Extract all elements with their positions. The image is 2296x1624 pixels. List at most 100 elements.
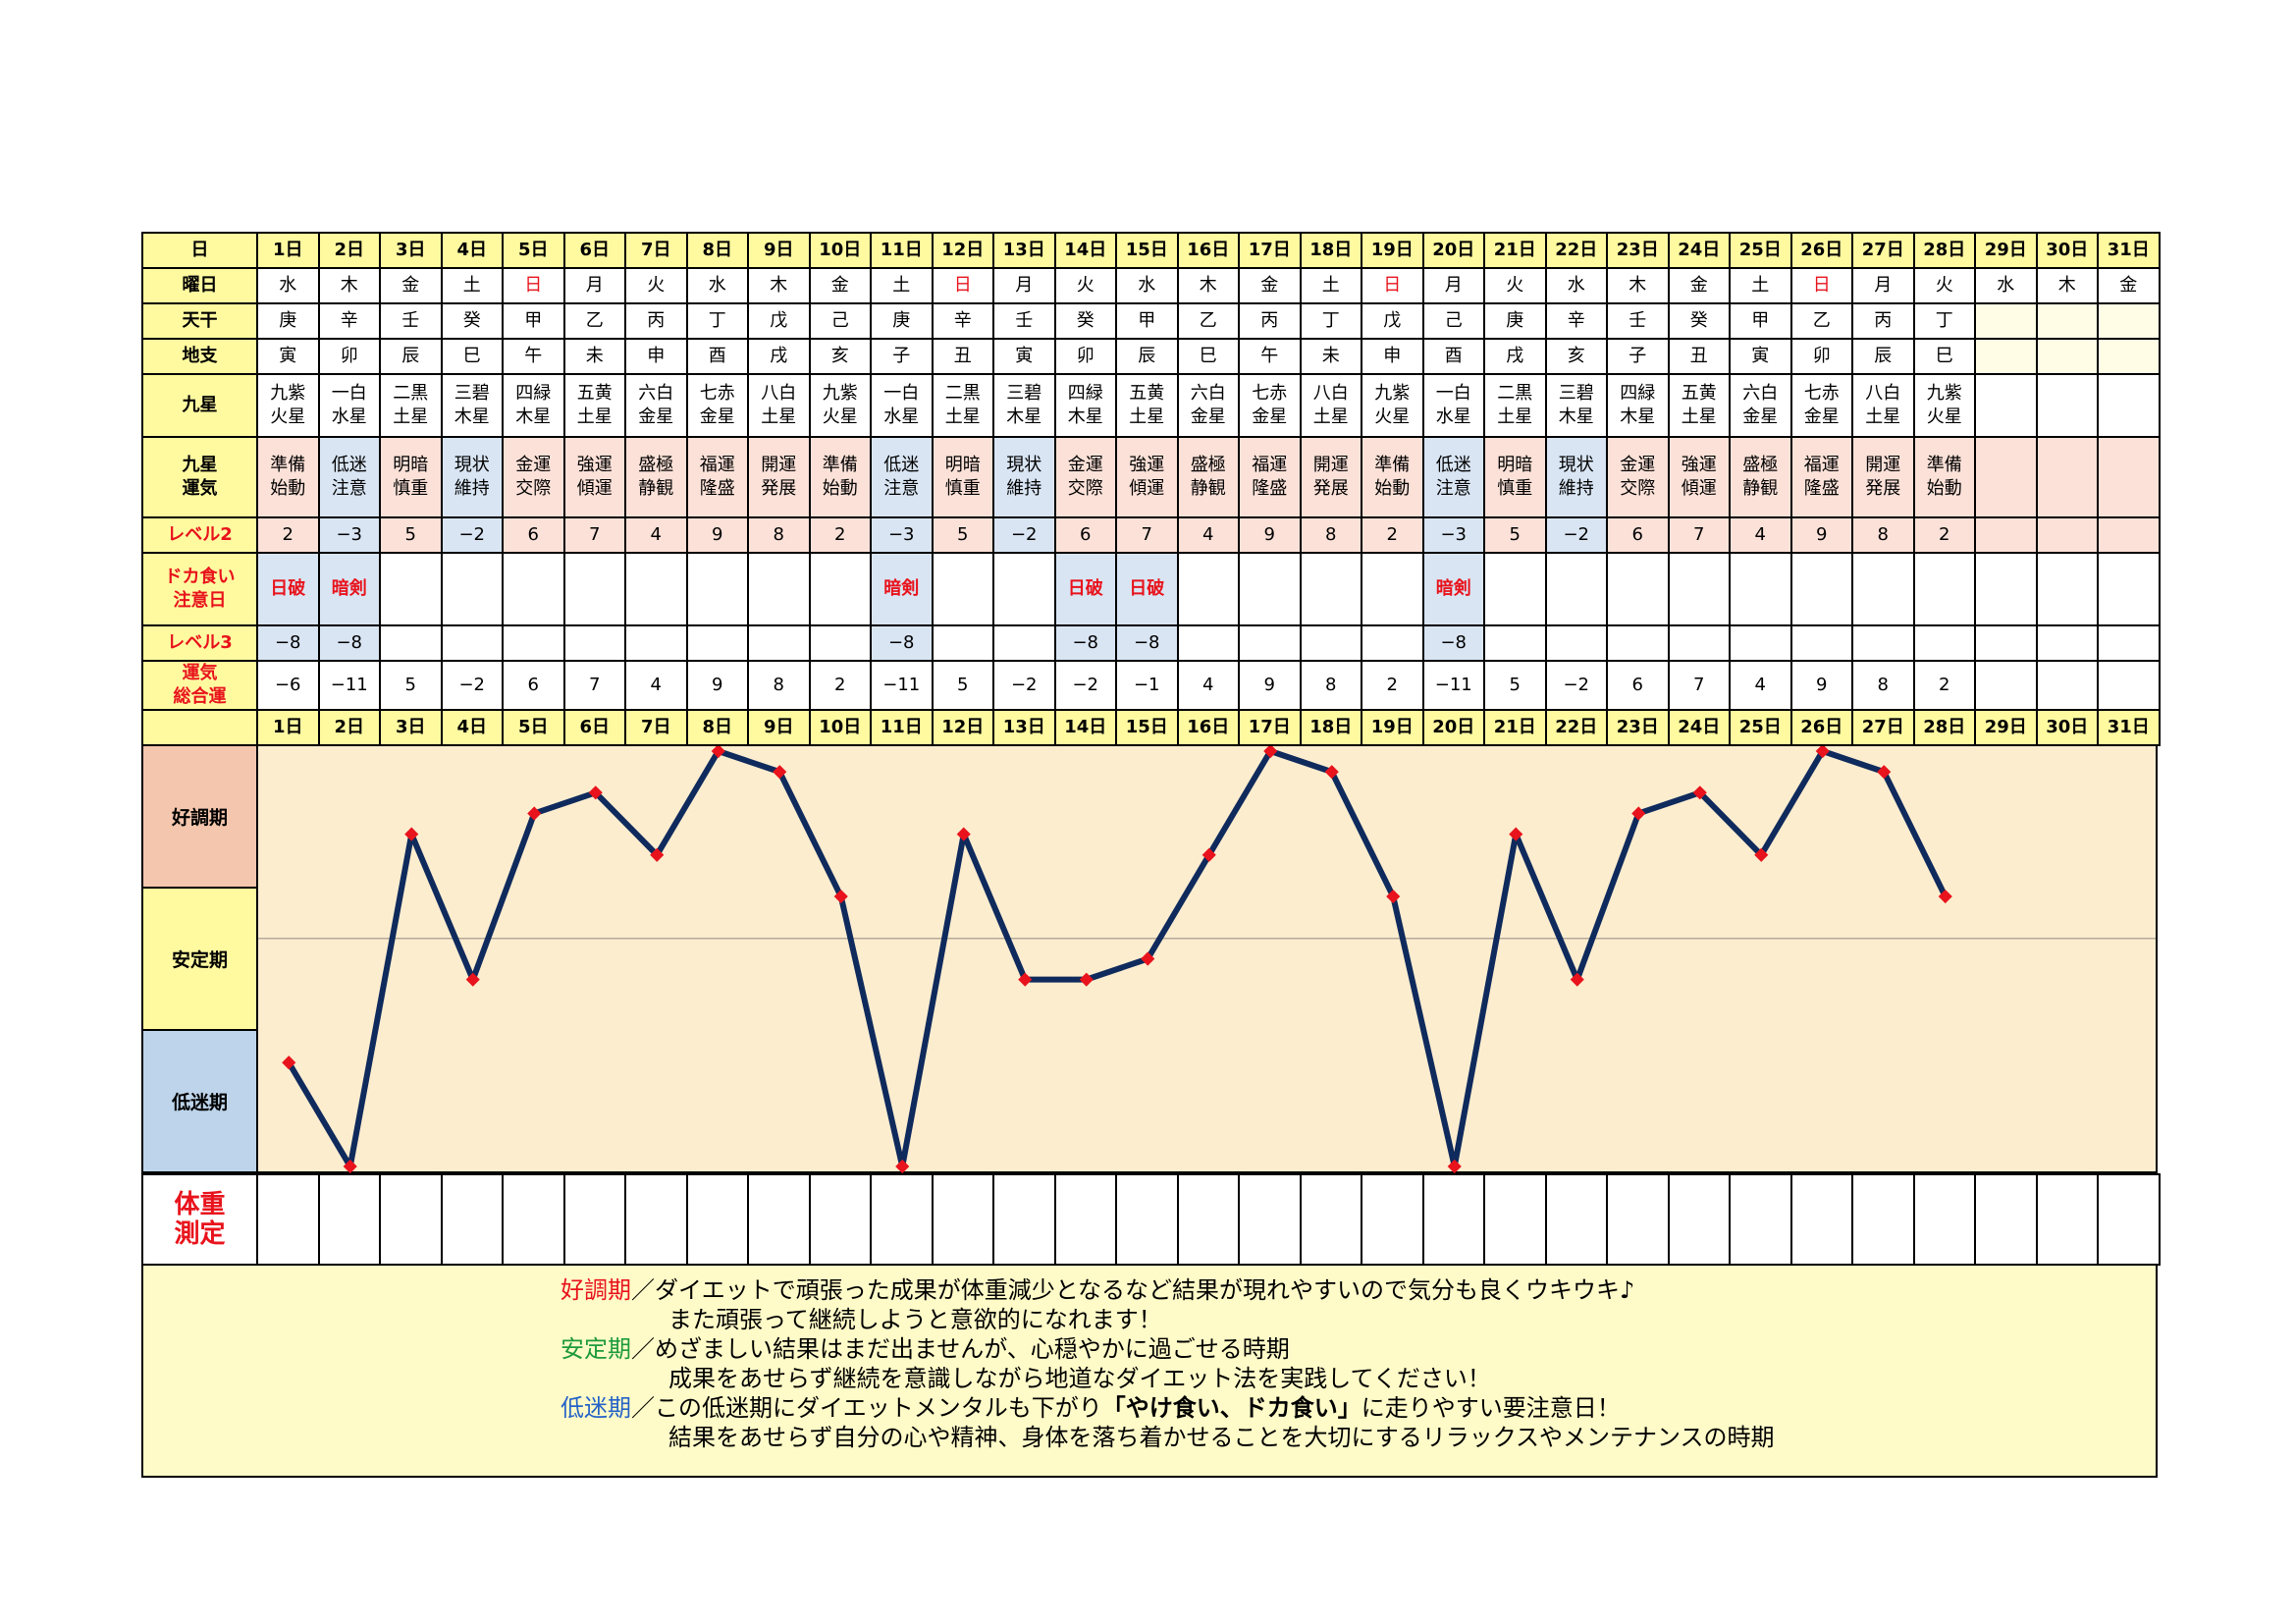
weight-input-cell[interactable] — [256, 1173, 320, 1266]
chishi-cell: 子 — [1606, 338, 1670, 375]
total-label-line: 総合運 — [173, 686, 227, 707]
unki-cell: 盛極 静観 — [624, 436, 688, 518]
weight-input-cell[interactable] — [1729, 1173, 1792, 1266]
level3-cell — [1299, 624, 1362, 662]
tenkan-cell: 戊 — [1361, 302, 1424, 340]
weight-input-cell[interactable] — [1544, 1173, 1608, 1266]
unki-line: 慎重 — [944, 478, 981, 499]
weight-input-cell[interactable] — [2097, 1173, 2161, 1266]
day-header-cell: 11日 — [870, 232, 934, 269]
weight-input-cell[interactable] — [562, 1173, 626, 1266]
weight-input-cell[interactable] — [1789, 1173, 1853, 1266]
tenkan-cell: 辛 — [317, 302, 381, 340]
weight-input-cell[interactable] — [1361, 1173, 1424, 1266]
tenkan-cell: 癸 — [1053, 302, 1117, 340]
empty-cell — [1974, 552, 2038, 626]
weight-input-cell[interactable] — [2035, 1173, 2099, 1266]
level2-cell: 8 — [747, 516, 811, 554]
level3-cell — [747, 624, 811, 662]
zone-low-label: 低迷期 — [143, 1031, 258, 1173]
weight-input-cell[interactable] — [1299, 1173, 1362, 1266]
weight-input-cell[interactable] — [747, 1173, 811, 1266]
total-cell: 7 — [562, 660, 626, 711]
unki-line: 維持 — [454, 478, 490, 499]
weight-input-cell[interactable] — [317, 1173, 381, 1266]
dokagui-label-line: 注意日 — [173, 590, 227, 611]
kyusei-line: 水星 — [883, 406, 920, 427]
kyusei-line: 三碧 — [1006, 383, 1042, 404]
kyusei-cell: 五黄 土星 — [1667, 373, 1731, 438]
data-point-day-10 — [833, 889, 848, 904]
weight-input-cell[interactable] — [1667, 1173, 1731, 1266]
weight-input-cell[interactable] — [992, 1173, 1056, 1266]
unki-line: 盛極 — [638, 455, 674, 475]
kyusei-line: 水星 — [331, 406, 367, 427]
weight-input-cell[interactable] — [502, 1173, 565, 1266]
weight-input-cell[interactable] — [379, 1173, 443, 1266]
unki-line: 注意 — [1435, 478, 1471, 499]
level3-cell — [562, 624, 626, 662]
kyusei-line: 水星 — [1435, 406, 1471, 427]
day-footer-cell: 26日 — [1789, 709, 1853, 746]
empty-cell — [2097, 552, 2161, 626]
kyusei-cell: 六白 金星 — [1176, 373, 1240, 438]
tenkan-cell: 辛 — [1544, 302, 1608, 340]
weight-input-cell[interactable] — [1606, 1173, 1670, 1266]
unki-line: 現状 — [1006, 455, 1042, 475]
empty-cell — [1974, 624, 2038, 662]
level3-cell: −8 — [1115, 624, 1179, 662]
chishi-cell: 戌 — [747, 338, 811, 375]
kyusei-line: 五黄 — [1681, 383, 1717, 404]
tenkan-cell: 壬 — [1606, 302, 1670, 340]
weight-input-cell[interactable] — [1176, 1173, 1240, 1266]
kyusei-cell: 三碧 木星 — [440, 373, 504, 438]
kyusei-line: 金星 — [699, 406, 735, 427]
unki-cell: 低迷 注意 — [317, 436, 381, 518]
weight-input-cell[interactable] — [1851, 1173, 1915, 1266]
kyusei-line: 木星 — [515, 406, 552, 427]
level2-cell: 5 — [379, 516, 443, 554]
unki-cell: 開運 発展 — [747, 436, 811, 518]
day-header-cell: 23日 — [1606, 232, 1670, 269]
tenkan-label: 天干 — [141, 302, 258, 340]
kyusei-line: 一白 — [1435, 383, 1471, 404]
weight-input-cell[interactable] — [1115, 1173, 1179, 1266]
dokagui-cell — [562, 552, 626, 626]
tenkan-cell: 己 — [1421, 302, 1485, 340]
weight-input-cell[interactable] — [1912, 1173, 1976, 1266]
unki-line: 福運 — [1252, 455, 1288, 475]
fortune-series-line — [286, 748, 1949, 1169]
weight-input-cell[interactable] — [808, 1173, 872, 1266]
dokagui-cell — [992, 552, 1056, 626]
unki-label: 九星 運気 — [141, 436, 258, 518]
dokagui-cell: 日破 — [1053, 552, 1117, 626]
unki-line: 開運 — [1865, 455, 1901, 475]
weight-input-cell[interactable] — [1238, 1173, 1302, 1266]
weight-input-cell[interactable] — [1421, 1173, 1485, 1266]
weight-input-cell[interactable] — [685, 1173, 749, 1266]
weight-input-cell[interactable] — [1974, 1173, 2038, 1266]
unki-line: 始動 — [822, 478, 858, 499]
weight-input-cell[interactable] — [624, 1173, 688, 1266]
unki-line: 慎重 — [393, 478, 429, 499]
weight-input-cell[interactable] — [440, 1173, 504, 1266]
weight-input-cell[interactable] — [1053, 1173, 1117, 1266]
empty-cell — [2035, 302, 2099, 340]
weekday-cell: 火 — [1912, 267, 1976, 304]
total-cell: 6 — [502, 660, 565, 711]
level2-cell: 2 — [256, 516, 320, 554]
unki-label-line: 運気 — [182, 478, 218, 499]
data-point-day-20 — [1447, 1159, 1462, 1173]
note-low-keyword: 低迷期 — [561, 1394, 631, 1422]
weight-input-cell[interactable] — [870, 1173, 934, 1266]
weight-input-cell[interactable] — [931, 1173, 994, 1266]
unki-line: 維持 — [1558, 478, 1594, 499]
tenkan-cell: 壬 — [379, 302, 443, 340]
chishi-cell: 辰 — [379, 338, 443, 375]
day-header-cell: 20日 — [1421, 232, 1485, 269]
kyusei-line: 九紫 — [270, 383, 306, 404]
level2-cell: 5 — [931, 516, 994, 554]
weight-input-cell[interactable] — [1483, 1173, 1547, 1266]
tenkan-cell: 甲 — [502, 302, 565, 340]
tenkan-cell: 癸 — [1667, 302, 1731, 340]
